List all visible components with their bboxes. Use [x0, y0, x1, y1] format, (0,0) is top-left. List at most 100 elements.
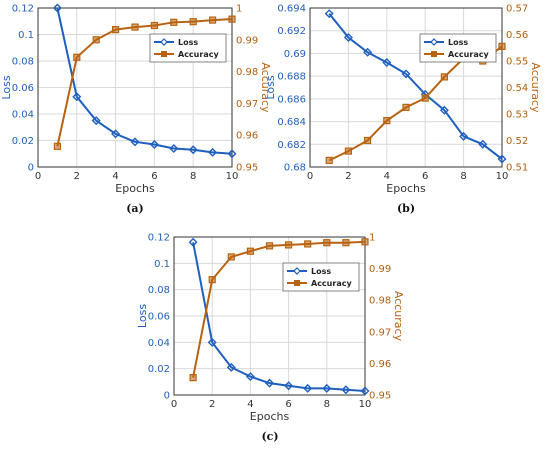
y-left-tick-label: 0	[164, 391, 170, 402]
y-left-tick-label: 0.08	[12, 57, 34, 68]
x-tick-label: 8	[460, 171, 466, 182]
loss-data-point	[324, 9, 334, 19]
accuracy-data-point	[421, 94, 429, 102]
x-axis-label: Epochs	[386, 182, 426, 195]
y-right-tick-label: 1	[369, 233, 375, 244]
loss-data-point	[401, 69, 411, 79]
loss-data-point	[459, 131, 469, 141]
y-left-tick-label: 0.1	[18, 30, 34, 41]
x-tick-label: 4	[247, 399, 253, 410]
loss-data-point	[130, 137, 140, 147]
y-right-tick-label: 0.57	[506, 4, 528, 15]
x-tick-label: 10	[226, 171, 239, 182]
accuracy-data-point	[92, 36, 100, 44]
y-left-tick-label: 0.04	[148, 338, 170, 349]
x-tick-label: 4	[384, 171, 390, 182]
y-right-tick-label: 0.95	[236, 163, 258, 174]
loss-data-point	[478, 139, 488, 149]
loss-data-point	[226, 362, 236, 372]
loss-data-point	[111, 129, 121, 139]
loss-data-point	[382, 58, 392, 68]
accuracy-data-point	[498, 42, 506, 51]
y-right-tick-label: 0.96	[369, 359, 391, 370]
legend-loss-label: Loss	[311, 267, 331, 276]
plot-frame	[173, 236, 366, 396]
y-left-tick-label: 0.686	[277, 94, 306, 105]
accuracy-data-point	[53, 142, 62, 150]
loss-data-point	[322, 383, 332, 393]
accuracy-data-point	[189, 374, 197, 382]
accuracy-data-point	[170, 18, 178, 26]
y-left-tick-label: 0.684	[277, 117, 306, 128]
y-right-tick-label: 1	[236, 4, 242, 15]
legend-accuracy-marker	[294, 280, 300, 286]
accuracy-data-point	[73, 53, 81, 61]
panel-b: 0 2 4 6 8 10 0.68 0.682 0.684 0.686 0.688 0.69 0.692…	[264, 4, 542, 216]
y-right-tick-label: 0.55	[506, 57, 528, 68]
x-axis-label: Epochs	[250, 410, 290, 423]
panel-label: (b)	[397, 202, 415, 215]
legend-box	[419, 33, 497, 63]
y-right-tick-label: 0.99	[236, 35, 258, 46]
x-tick-label: 2	[74, 171, 80, 182]
x-tick-label: 0	[171, 399, 177, 410]
accuracy-data-point	[364, 136, 372, 145]
y-left-tick-label: 0.04	[12, 110, 34, 121]
y-right-tick-label: 0.95	[369, 391, 391, 402]
loss-data-point	[91, 116, 101, 126]
x-tick-label: 8	[324, 399, 330, 410]
plot-frame	[37, 7, 233, 168]
accuracy-data-point	[150, 21, 158, 30]
x-tick-label: 6	[151, 171, 157, 182]
x-tick-label: 4	[112, 171, 118, 182]
accuracy-data-point	[131, 23, 139, 31]
legend-accuracy-label: Accuracy	[178, 50, 219, 59]
y-left-tick-label: 0.02	[148, 364, 170, 375]
y-left-tick-label: 0.12	[12, 4, 34, 15]
y-right-tick-label: 0.51	[506, 163, 528, 174]
loss-data-point	[360, 386, 370, 396]
y-right-tick-label: 0.97	[236, 99, 258, 110]
accuracy-data-point	[361, 238, 369, 246]
panel-label: (c)	[261, 430, 278, 443]
y-left-axis-label: Loss	[136, 304, 149, 328]
accuracy-data-point	[228, 15, 236, 23]
x-tick-label: 0	[35, 171, 41, 182]
loss-data-point	[188, 145, 198, 155]
x-tick-label: 0	[307, 171, 313, 182]
panel-c: 0 2 4 6 8 10 0 0.02 0.04 0.06 0.08 0.1 0.12 0.95 0.96 0…	[136, 233, 405, 444]
accuracy-data-point	[246, 247, 254, 255]
y-right-tick-label: 0.99	[369, 264, 391, 275]
legend-accuracy-marker	[431, 51, 437, 57]
y-left-tick-label: 0.692	[277, 26, 306, 37]
y-left-tick-label: 0.02	[12, 136, 34, 147]
legend-loss-marker	[160, 38, 168, 46]
accuracy-series-line	[192, 240, 366, 378]
plot-frame	[309, 7, 503, 168]
legend-loss-label: Loss	[178, 38, 198, 47]
accuracy-data-point	[209, 16, 217, 24]
y-right-tick-label: 0.98	[369, 296, 391, 307]
loss-data-point	[303, 383, 313, 393]
loss-series-line	[192, 242, 366, 393]
accuracy-data-point	[111, 26, 120, 34]
accuracy-series-line	[56, 18, 233, 147]
y-right-tick-label: 0.54	[506, 83, 528, 94]
legend-loss-label: Loss	[448, 38, 468, 47]
y-left-tick-label: 0.68	[284, 163, 306, 174]
panel-label: (a)	[126, 202, 144, 215]
y-left-tick-label: 0.69	[284, 49, 306, 60]
legend-loss-marker	[430, 38, 438, 46]
accuracy-series-line	[328, 45, 503, 162]
x-tick-label: 8	[190, 171, 196, 182]
y-right-tick-label: 0.53	[506, 110, 528, 121]
loss-data-point	[497, 154, 507, 164]
loss-data-point	[52, 3, 62, 13]
accuracy-data-point	[440, 73, 448, 81]
y-left-tick-label: 0.08	[148, 285, 170, 296]
accuracy-data-point	[342, 239, 350, 247]
y-left-tick-label: 0.694	[277, 4, 306, 15]
x-tick-label: 2	[209, 399, 215, 410]
x-tick-label: 10	[496, 171, 509, 182]
